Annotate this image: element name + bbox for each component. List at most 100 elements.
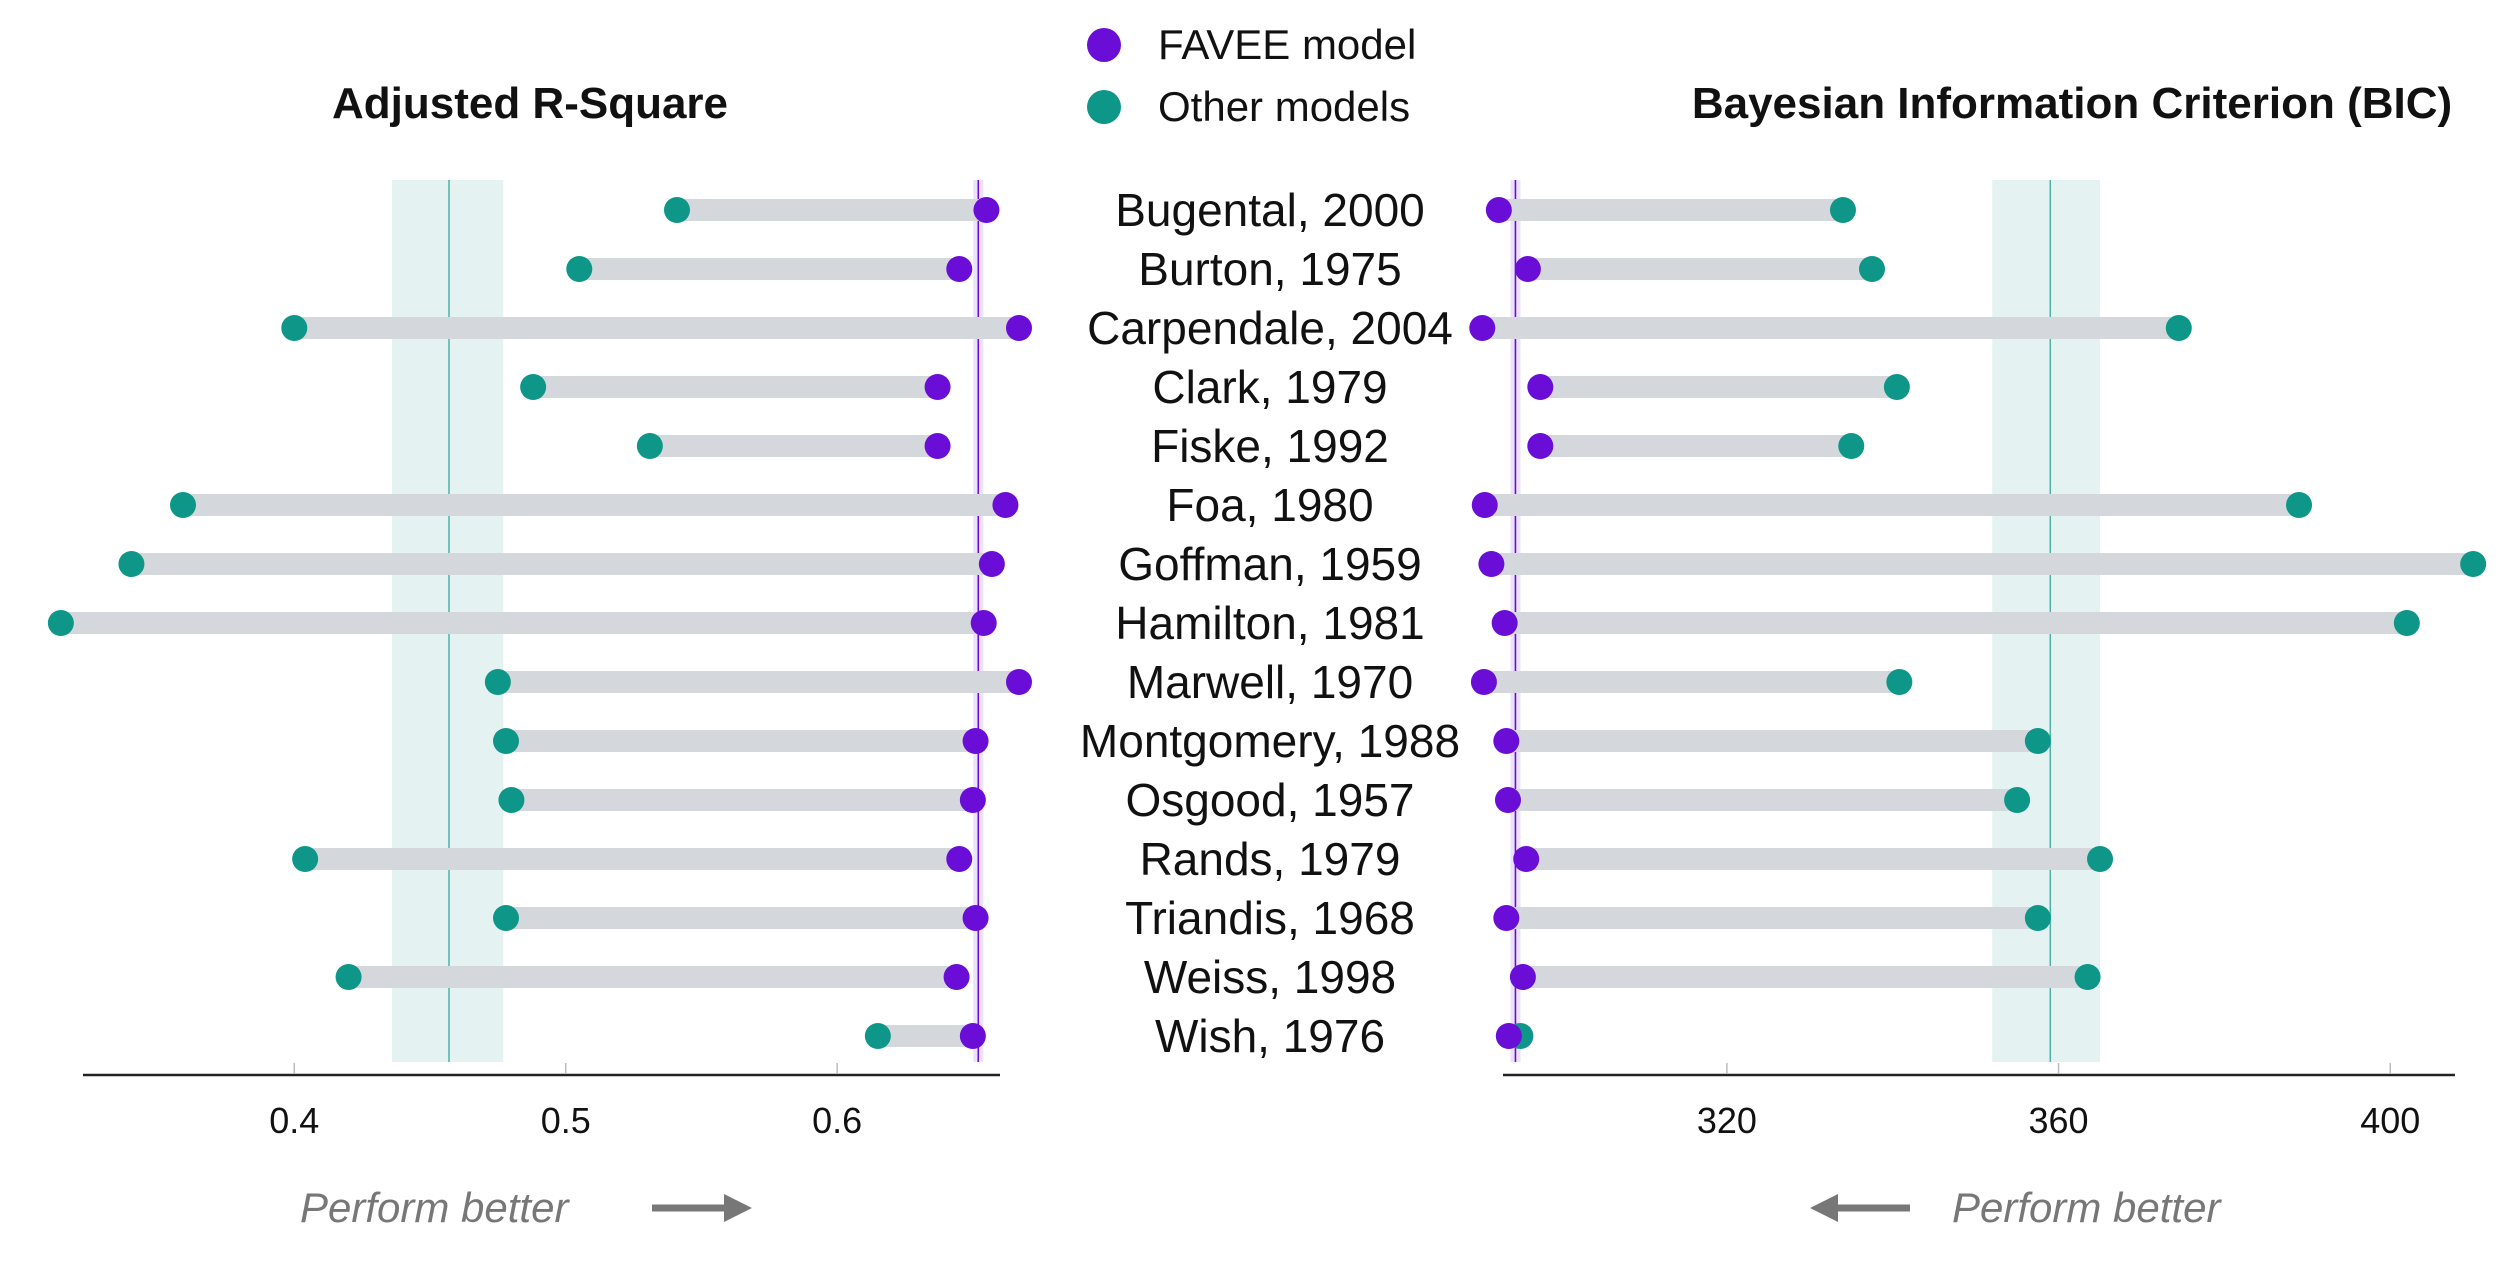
favee-point xyxy=(1495,1023,1522,1049)
study-label: Hamilton, 1981 xyxy=(1115,597,1424,649)
favee-point xyxy=(1491,610,1518,636)
other-models-point xyxy=(864,1023,891,1049)
study-label: Rands, 1979 xyxy=(1140,833,1401,885)
other-models-point xyxy=(493,728,519,754)
other-models-point xyxy=(2393,610,2420,636)
other-models-point xyxy=(281,315,308,341)
other-models-point xyxy=(520,374,547,400)
other-models-point xyxy=(566,256,593,282)
perform-better-text: Perform better xyxy=(300,1184,570,1231)
other-models-point xyxy=(2165,315,2192,341)
favee-point xyxy=(992,492,1019,518)
study-label: Wish, 1976 xyxy=(1155,1010,1385,1062)
study-label: Fiske, 1992 xyxy=(1151,420,1389,472)
other-models-point xyxy=(1886,669,1913,695)
adjusted-r-square-rows xyxy=(47,197,1032,1049)
bic-panel: 320 360 400 Bayesian Information Criterion… xyxy=(1469,79,2487,1141)
favee-point xyxy=(1509,964,1536,990)
study-label: Montgomery, 1988 xyxy=(1080,715,1460,767)
other-models-point xyxy=(664,197,690,223)
other-models-point xyxy=(118,551,145,577)
chart-title-adjusted-r-square: Adjusted R-Square xyxy=(332,79,728,128)
study-label: Clark, 1979 xyxy=(1152,361,1387,413)
favee-point xyxy=(943,964,970,990)
study-label: Osgood, 1957 xyxy=(1125,774,1414,826)
tick-label: 0.4 xyxy=(269,1100,319,1141)
favee-point xyxy=(946,256,973,282)
favee-point xyxy=(1513,846,1540,872)
other-models-point xyxy=(636,433,663,459)
favee-point xyxy=(924,433,951,459)
study-label: Weiss, 1998 xyxy=(1144,951,1396,1003)
tick-label: 320 xyxy=(1697,1100,1757,1141)
favee-point xyxy=(924,374,951,400)
adjusted-r-square-panel: 0.4 0.5 0.6 Adjusted R-Square xyxy=(47,79,1032,1141)
x-axis-ticks: 320 360 400 xyxy=(1697,1063,2420,1141)
legend-label-other: Other models xyxy=(1158,83,1410,130)
study-label: Carpendale, 2004 xyxy=(1087,302,1453,354)
other-models-point xyxy=(170,492,196,518)
perform-better-text: Perform better xyxy=(1952,1184,2222,1231)
legend: FAVEE model Other models xyxy=(1087,21,1416,130)
favee-point xyxy=(1493,728,1520,754)
favee-point xyxy=(1470,669,1497,695)
favee-point xyxy=(970,610,997,636)
legend-marker-favee xyxy=(1087,28,1121,62)
arrow-left-icon-head xyxy=(1810,1194,1838,1222)
chart-title-bic: Bayesian Information Criterion (BIC) xyxy=(1692,79,2452,128)
study-label: Goffman, 1959 xyxy=(1118,538,1421,590)
favee-point xyxy=(973,197,1000,223)
tick-label: 0.6 xyxy=(812,1100,862,1141)
x-axis-ticks: 0.4 0.5 0.6 xyxy=(269,1063,862,1141)
arrow-right-icon-head xyxy=(724,1194,752,1222)
study-label: Bugental, 2000 xyxy=(1115,184,1425,236)
other-models-point xyxy=(484,669,511,695)
tick-label: 400 xyxy=(2360,1100,2420,1141)
study-label: Marwell, 1970 xyxy=(1127,656,1413,708)
favee-point xyxy=(1514,256,1541,282)
perform-better-note-left: Perform better xyxy=(300,1184,752,1231)
other-models-point xyxy=(292,846,319,872)
other-models-point xyxy=(2460,551,2487,577)
study-label: Triandis, 1968 xyxy=(1125,892,1415,944)
favee-point xyxy=(946,846,973,872)
study-labels: Bugental, 2000 Burton, 1975 Carpendale, 20… xyxy=(1080,184,1460,1062)
favee-point xyxy=(1006,315,1032,341)
study-label: Foa, 1980 xyxy=(1166,479,1373,531)
favee-point xyxy=(1493,905,1520,931)
other-models-point xyxy=(493,905,519,931)
other-models-point xyxy=(1829,197,1856,223)
favee-point xyxy=(962,728,989,754)
favee-point xyxy=(962,905,989,931)
other-models-point xyxy=(498,787,525,813)
perform-better-note-right: Perform better xyxy=(1810,1184,2222,1231)
other-models-point xyxy=(2004,787,2031,813)
other-models-point xyxy=(1838,433,1865,459)
legend-label-favee: FAVEE model xyxy=(1158,21,1416,68)
other-models-point xyxy=(335,964,362,990)
favee-point xyxy=(1471,492,1498,518)
favee-point xyxy=(1006,669,1032,695)
other-models-point xyxy=(2087,846,2114,872)
favee-point xyxy=(978,551,1005,577)
other-models-point xyxy=(2074,964,2101,990)
tick-label: 0.5 xyxy=(541,1100,591,1141)
favee-point xyxy=(1485,197,1512,223)
favee-point xyxy=(1494,787,1521,813)
legend-marker-other xyxy=(1087,90,1121,124)
bic-rows xyxy=(1469,197,2487,1049)
favee-point xyxy=(959,1023,986,1049)
other-models-point xyxy=(1883,374,1910,400)
other-models-point xyxy=(2286,492,2313,518)
tick-label: 360 xyxy=(2029,1100,2089,1141)
favee-point xyxy=(1469,315,1496,341)
favee-point xyxy=(959,787,986,813)
other-models-point xyxy=(2024,905,2051,931)
study-label: Burton, 1975 xyxy=(1138,243,1401,295)
other-models-point xyxy=(47,610,74,636)
favee-point xyxy=(1527,374,1554,400)
other-models-point xyxy=(1858,256,1885,282)
other-models-point xyxy=(2024,728,2051,754)
favee-point xyxy=(1527,433,1554,459)
